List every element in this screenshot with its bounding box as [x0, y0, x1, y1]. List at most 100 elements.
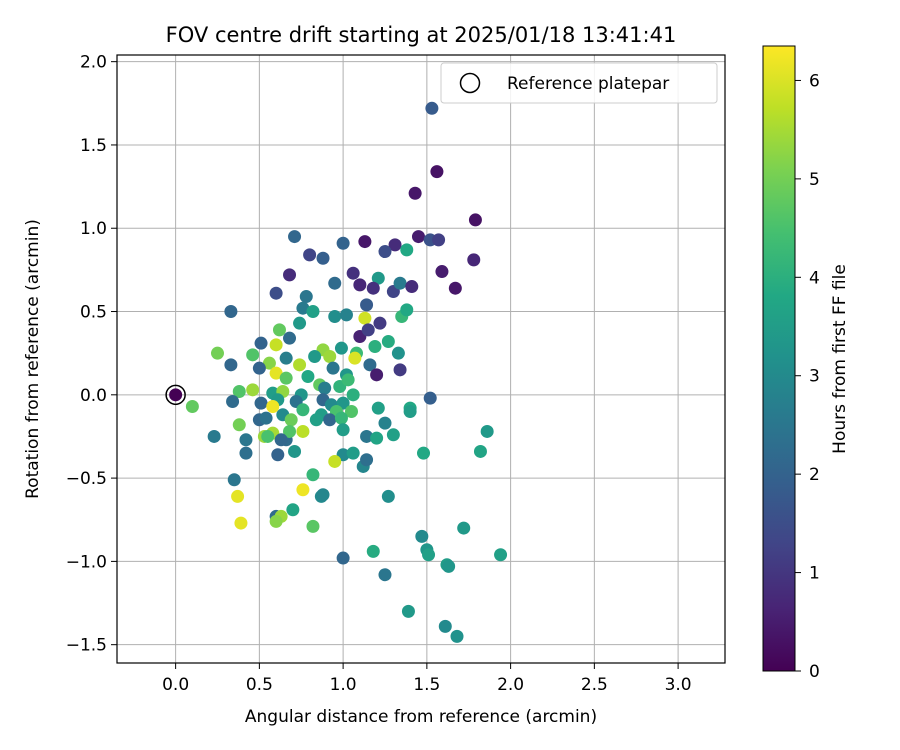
data-point: [370, 431, 384, 445]
data-point: [293, 358, 307, 372]
data-point: [283, 424, 297, 438]
chart-title: FOV centre drift starting at 2025/01/18 …: [166, 23, 677, 47]
legend-box: [440, 62, 718, 104]
data-point: [348, 351, 362, 365]
x-axis-ticks: 0.0 0.5 1.0 1.5 2.0 2.5 3.0: [162, 663, 692, 695]
data-point: [381, 489, 395, 503]
data-point: [358, 311, 372, 325]
colorbar-tick-label: 5: [809, 170, 820, 190]
data-point: [400, 243, 414, 257]
data-point: [403, 404, 417, 418]
data-point: [346, 266, 360, 280]
data-point: [334, 411, 348, 425]
reference-marker-layer: [165, 384, 186, 406]
data-point: [371, 271, 385, 285]
data-point: [473, 444, 487, 458]
data-point: [432, 233, 446, 247]
data-point: [341, 373, 355, 387]
colorbar-tick-label: 3: [809, 367, 820, 387]
data-point: [283, 268, 297, 282]
data-point: [232, 384, 246, 398]
data-point: [366, 281, 380, 295]
data-point: [371, 401, 385, 415]
data-point: [326, 361, 340, 375]
data-point: [336, 423, 350, 437]
data-point: [378, 245, 392, 259]
colorbar-gradient: [762, 45, 796, 672]
legend: Reference platepar: [440, 62, 718, 104]
data-point: [246, 348, 260, 362]
data-point: [269, 366, 283, 380]
data-point: [301, 369, 315, 383]
data-point: [393, 363, 407, 377]
data-point: [360, 429, 374, 443]
data-point: [226, 394, 240, 408]
data-point: [308, 350, 322, 364]
y-tick-label: 1.0: [80, 219, 107, 239]
data-point: [272, 323, 286, 337]
data-point: [422, 548, 436, 562]
data-point: [207, 429, 221, 443]
data-point: [425, 101, 439, 115]
data-point: [261, 429, 275, 443]
data-point: [274, 433, 288, 447]
reference-platepar-marker: [165, 384, 186, 406]
colorbar-tick-label: 1: [809, 564, 820, 584]
data-point: [316, 251, 330, 265]
data-point: [231, 489, 245, 503]
data-point: [334, 341, 348, 355]
data-point: [224, 358, 238, 372]
data-point: [401, 604, 415, 618]
data-point: [415, 529, 429, 543]
data-point: [239, 433, 253, 447]
y-tick-label: 1.5: [80, 136, 107, 156]
data-point: [288, 230, 302, 244]
data-point: [448, 281, 462, 295]
data-point: [450, 629, 464, 643]
data-point: [442, 559, 456, 573]
data-point: [468, 213, 482, 227]
data-points: [169, 101, 508, 643]
data-point: [296, 301, 310, 315]
data-point: [378, 568, 392, 582]
data-point: [339, 308, 353, 322]
data-point: [309, 413, 323, 427]
data-point: [227, 473, 241, 487]
data-point: [346, 446, 360, 460]
data-point: [438, 619, 452, 633]
legend-marker: [459, 72, 481, 94]
data-point: [391, 346, 405, 360]
data-point: [269, 514, 283, 528]
data-point: [232, 418, 246, 432]
y-tick-label: 0.5: [80, 303, 107, 323]
data-point: [366, 544, 380, 558]
y-tick-label: 2.0: [80, 53, 107, 73]
data-point: [358, 235, 372, 249]
colorbar-tick-label: 4: [809, 268, 820, 288]
data-point: [169, 388, 183, 402]
colorbar-label: Hours from first FF file: [830, 264, 850, 454]
colorbar-tick-label: 0: [809, 662, 820, 682]
data-point: [318, 381, 332, 395]
data-point: [288, 444, 302, 458]
data-point: [467, 253, 481, 267]
data-point: [269, 338, 283, 352]
data-point: [417, 446, 431, 460]
data-point: [336, 551, 350, 565]
data-point: [363, 358, 377, 372]
data-point: [259, 411, 273, 425]
y-tick-label: −1.5: [66, 636, 107, 656]
data-point: [480, 424, 494, 438]
data-point: [360, 453, 374, 467]
data-point: [252, 361, 266, 375]
y-axis-ticks: −1.5 −1.0 −0.5 0.0 0.5 1.0 1.5 2.0: [66, 53, 117, 656]
data-point: [400, 303, 414, 317]
x-tick-label: 0.0: [162, 675, 189, 695]
data-point: [269, 286, 283, 300]
data-point: [293, 316, 307, 330]
data-point: [299, 290, 313, 304]
data-point: [283, 331, 297, 345]
data-point: [224, 305, 238, 319]
x-tick-label: 0.5: [246, 675, 273, 695]
data-point: [378, 416, 392, 430]
